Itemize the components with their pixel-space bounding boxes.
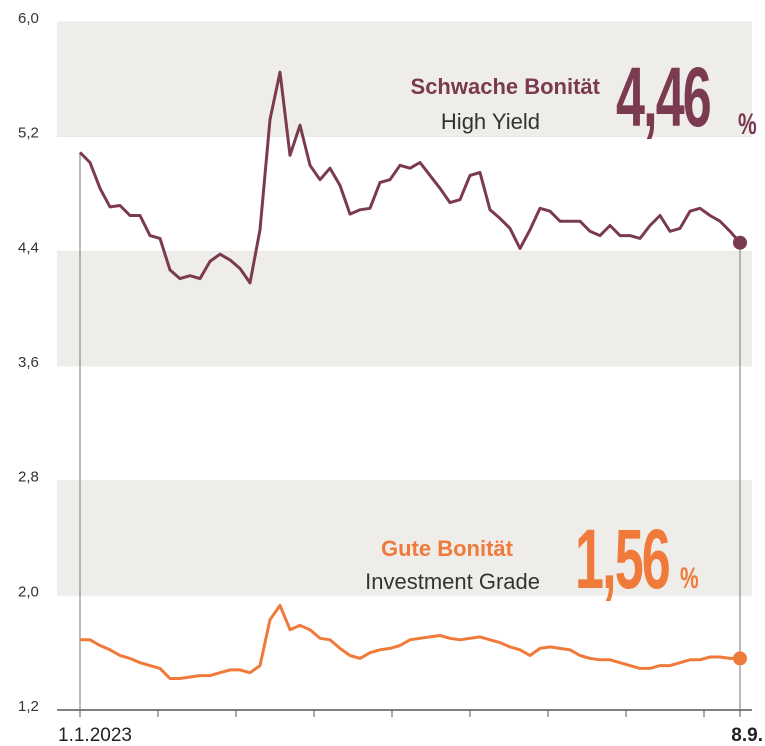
end-value-label: 4,46: [616, 50, 710, 144]
unit-label: %: [738, 108, 757, 140]
x-tick-label: 8.9.: [731, 725, 763, 746]
y-tick-label: 1,2: [18, 698, 39, 715]
band: [57, 22, 752, 137]
series-name: Schwache Bonität: [411, 74, 601, 99]
end-dot: [733, 235, 747, 250]
y-tick-label: 6,0: [18, 10, 39, 27]
line: [78, 70, 742, 285]
y-tick-label: 4,4: [18, 239, 39, 256]
series-subtitle: High Yield: [441, 109, 540, 134]
bands: [57, 22, 752, 596]
series-subtitle: Investment Grade: [365, 569, 540, 594]
line: [80, 603, 740, 680]
y-tick-label: 2,8: [18, 469, 39, 486]
unit-label: %: [680, 562, 699, 594]
y-tick-label: 3,6: [18, 354, 39, 371]
x-tick-label: 1.1.2023: [58, 725, 132, 746]
end-dot: [733, 651, 747, 666]
y-tick-label: 5,2: [18, 125, 39, 142]
band: [57, 480, 752, 596]
y-tick-label: 2,0: [18, 583, 39, 600]
end-value-label: 1,56: [575, 512, 669, 606]
series-name: Gute Bonität: [381, 536, 514, 561]
band: [57, 251, 752, 366]
